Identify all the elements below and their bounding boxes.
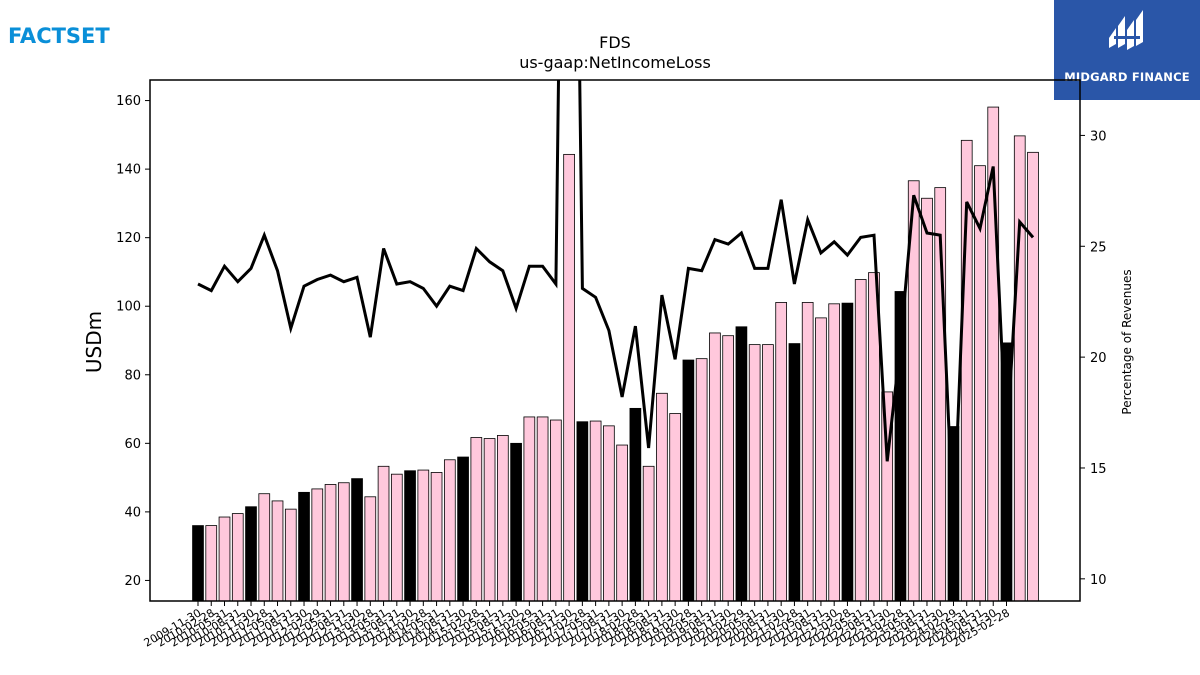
y-axis-label: USDm	[82, 311, 106, 373]
bar	[788, 343, 801, 602]
bar	[284, 508, 297, 602]
bar	[218, 516, 231, 602]
bar	[828, 303, 841, 602]
line-series	[197, 80, 1035, 531]
bar	[589, 420, 602, 602]
bar	[695, 358, 708, 602]
plot-frame	[149, 79, 1081, 602]
y2-axis-label: Percentage of Revenues	[1120, 269, 1134, 414]
bar	[550, 419, 562, 602]
y2-tick-label: 10	[1090, 573, 1107, 588]
bar	[404, 470, 416, 602]
bar	[351, 478, 363, 602]
bar	[258, 493, 271, 602]
bar	[324, 484, 337, 602]
y-tick-label: 60	[124, 437, 141, 452]
y-tick-label: 100	[116, 300, 141, 315]
y-tick-label: 80	[124, 368, 141, 383]
bar	[815, 317, 827, 602]
bar	[483, 438, 496, 602]
chart-title: FDS	[599, 33, 631, 52]
bar	[298, 491, 310, 602]
y-tick-label: 40	[124, 505, 141, 520]
bar	[748, 344, 761, 602]
bar	[841, 302, 854, 602]
bar	[722, 335, 734, 602]
bar	[510, 442, 522, 602]
chart-subtitle: us-gaap:NetIncomeLoss	[519, 53, 711, 72]
y2-tick-label: 20	[1090, 351, 1107, 366]
bar	[603, 425, 615, 602]
y2-tick-label: 15	[1090, 462, 1107, 477]
bar	[854, 279, 867, 602]
bar	[629, 407, 642, 602]
bar	[417, 469, 430, 602]
midgard-finance-wordmark: MIDGARD FINANCE	[1064, 70, 1190, 84]
bar	[205, 525, 218, 602]
bar	[470, 437, 483, 602]
bar	[775, 302, 788, 602]
bar	[390, 473, 403, 602]
bar	[735, 326, 748, 602]
bar	[921, 197, 933, 602]
bar	[192, 525, 204, 602]
y2-tick-label: 30	[1090, 129, 1107, 144]
y-tick-label: 160	[116, 94, 141, 109]
bar	[1027, 151, 1039, 602]
y-tick-label: 120	[116, 231, 141, 246]
y-tick-label: 20	[124, 574, 141, 589]
y-tick-label: 140	[116, 163, 141, 178]
bar	[762, 344, 774, 602]
bar	[642, 465, 655, 602]
bar	[536, 416, 549, 602]
bar	[377, 465, 390, 602]
bar	[682, 359, 695, 602]
midgard-emblem-icon	[1109, 10, 1143, 50]
bar-series	[192, 106, 1039, 602]
bar	[337, 482, 350, 602]
bar	[245, 506, 257, 602]
bar	[576, 421, 589, 602]
bar	[616, 444, 628, 602]
y2-tick-label: 25	[1090, 240, 1107, 255]
axes: 2040608010012014016010152025302009-11-30…	[116, 79, 1107, 650]
factset-logo: FACTSET	[8, 24, 110, 48]
bar	[1013, 135, 1026, 602]
bar	[523, 416, 536, 602]
bar	[430, 472, 443, 602]
bar	[669, 413, 681, 602]
bar	[443, 459, 456, 602]
percentage-line	[197, 80, 1035, 531]
midgard-finance-logo: MIDGARD FINANCE	[1054, 0, 1200, 100]
bar	[656, 392, 668, 602]
bar	[457, 456, 469, 602]
bar	[801, 302, 814, 602]
bar	[231, 513, 244, 602]
bar	[311, 488, 324, 602]
bar	[364, 496, 377, 602]
bar	[709, 332, 721, 602]
bar	[563, 153, 575, 602]
bar	[271, 500, 284, 602]
bar	[497, 435, 509, 602]
